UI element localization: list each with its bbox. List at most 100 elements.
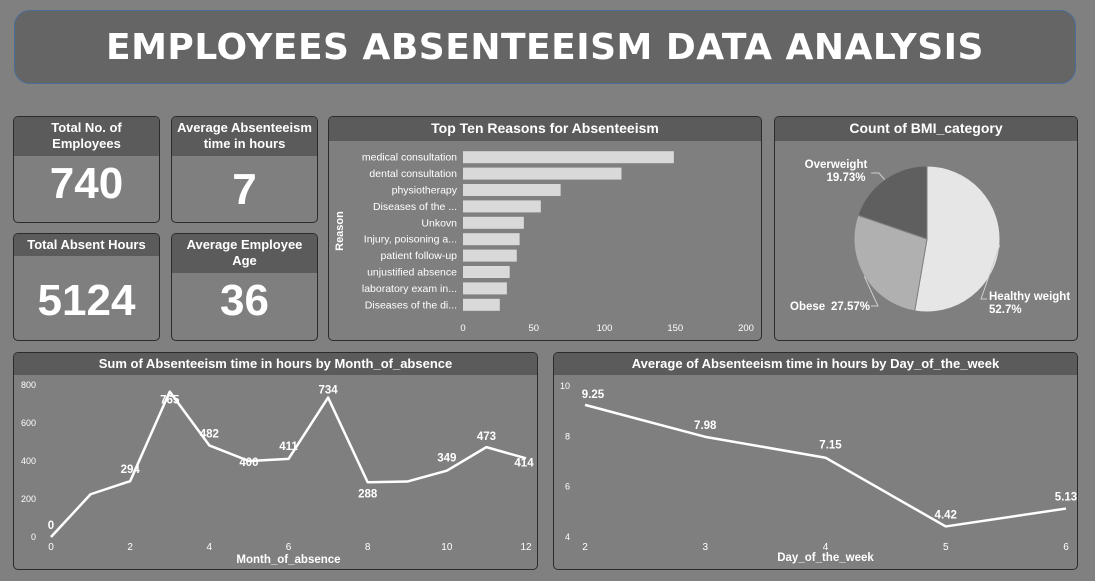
pie-label-pct: 19.73%	[826, 172, 865, 184]
bmi-chart-title: Count of BMI_category	[775, 117, 1077, 141]
bmi-chart-card[interactable]: Count of BMI_category Healthy weight 52.7…	[774, 116, 1078, 341]
month-line-chart: 0 200 400 600 800 0 2 4 6 8 10 12 0 294 765 482 400 411 73…	[21, 380, 534, 566]
data-label: 7.98	[694, 420, 717, 432]
line-y-tick: 0	[31, 532, 36, 542]
kpi-card-total-employees[interactable]: Total No. of Employees 740	[13, 116, 160, 223]
line-y-tick: 400	[21, 456, 36, 466]
bar-y-axis-label: Reason	[334, 211, 346, 251]
data-label: 288	[358, 488, 378, 500]
reason-bar[interactable]	[463, 249, 517, 262]
reason-bar[interactable]	[463, 233, 520, 246]
dashboard-title: EMPLOYEES ABSENTEEISM DATA ANALYSIS	[106, 26, 984, 68]
bar-x-tick: 200	[738, 323, 754, 334]
line-x-tick: 4	[823, 542, 829, 553]
data-label: 765	[160, 395, 180, 407]
line-x-tick: 6	[1063, 542, 1069, 553]
reasons-chart-title: Top Ten Reasons for Absenteeism	[329, 117, 761, 141]
bar-category-label: Unkovn	[421, 217, 457, 229]
data-label: 473	[477, 431, 496, 443]
dashboard-title-bar: EMPLOYEES ABSENTEEISM DATA ANALYSIS	[14, 10, 1076, 84]
bar-category-label: Diseases of the di...	[365, 299, 457, 311]
pie-label-name: Obese	[790, 301, 825, 313]
data-label: 7.15	[819, 440, 842, 452]
reason-bar[interactable]	[463, 216, 524, 229]
line-y-tick: 200	[21, 494, 36, 504]
bar-x-tick: 100	[597, 323, 613, 334]
month-chart-title: Sum of Absenteeism time in hours by Mont…	[14, 353, 537, 376]
data-label: 482	[200, 428, 219, 440]
line-x-tick: 10	[441, 542, 453, 553]
reason-bar[interactable]	[463, 282, 507, 295]
line-x-tick: 2	[127, 542, 133, 553]
kpi-label-avg-absent-time: Average Absenteeism time in hours	[172, 117, 317, 156]
reason-bar[interactable]	[463, 167, 622, 180]
data-label: 734	[318, 385, 338, 397]
bar-category-label: unjustified absence	[367, 267, 457, 279]
data-label: 0	[48, 520, 54, 532]
pie-leader-line	[871, 172, 885, 180]
bar-x-tick: 0	[460, 323, 465, 334]
data-label: 414	[514, 457, 534, 469]
day-chart-title: Average of Absenteeism time in hours by …	[554, 353, 1077, 376]
kpi-label-total-absent-hours: Total Absent Hours	[14, 234, 159, 257]
kpi-value-avg-employee-age: 36	[220, 276, 269, 325]
reason-bar[interactable]	[463, 151, 674, 164]
data-label: 411	[279, 441, 298, 453]
bar-category-label: Injury, poisoning a...	[364, 234, 457, 246]
day-chart-card[interactable]: Average of Absenteeism time in hours by …	[553, 352, 1078, 570]
line-y-tick: 4	[565, 532, 570, 542]
bar-category-label: laboratory exam in...	[362, 283, 457, 295]
bar-category-label: patient follow-up	[381, 250, 458, 262]
line-x-axis-title: Month_of_absence	[236, 554, 340, 566]
data-label: 294	[121, 464, 141, 476]
data-label: 349	[437, 453, 456, 465]
reason-bar[interactable]	[463, 200, 541, 213]
line-x-tick: 0	[48, 542, 54, 553]
line-x-tick: 6	[286, 542, 292, 553]
kpi-value-total-absent-hours: 5124	[37, 276, 136, 325]
data-label: 4.42	[935, 509, 957, 521]
line-y-tick: 6	[565, 482, 570, 492]
pie-slice[interactable]	[857, 165, 928, 240]
kpi-label-total-employees: Total No. of Employees	[14, 117, 159, 156]
kpi-label-avg-employee-age: Average Employee Age	[172, 234, 317, 273]
bar-category-label: Diseases of the ...	[373, 201, 457, 213]
reason-bar[interactable]	[463, 298, 500, 311]
month-chart-card[interactable]: Sum of Absenteeism time in hours by Mont…	[13, 352, 538, 570]
reasons-bar-chart: medical consultation dental consultation p…	[334, 151, 754, 334]
kpi-value-total-employees: 740	[49, 159, 124, 208]
line-x-tick: 8	[365, 542, 371, 553]
line-y-tick: 10	[560, 381, 570, 391]
series-line[interactable]	[584, 403, 1067, 528]
line-y-tick: 8	[565, 431, 570, 441]
reasons-chart-card[interactable]: Top Ten Reasons for Absenteeism medical …	[328, 116, 762, 341]
series-line[interactable]	[50, 390, 527, 538]
pie-label-name: Healthy weight	[989, 291, 1070, 303]
pie-slice[interactable]	[853, 214, 928, 312]
data-label: 400	[239, 457, 258, 469]
data-label: 5.13	[1055, 492, 1077, 504]
line-x-tick: 12	[520, 542, 532, 553]
line-x-tick: 3	[702, 542, 708, 553]
pie-label-name: Overweight	[805, 159, 868, 171]
data-label: 9.25	[582, 389, 605, 401]
pie-label-pct: 27.57%	[831, 301, 870, 313]
reason-bar[interactable]	[463, 266, 510, 278]
bar-x-tick: 150	[667, 323, 683, 334]
pie-label-pct: 52.7%	[989, 304, 1022, 316]
kpi-value-avg-absent-time: 7	[232, 165, 257, 214]
day-line-chart: 4 6 8 10 2 3 4 5 6 9.25 7.98 7.15 4.42 5.13 Day_of_the…	[560, 381, 1077, 564]
kpi-card-avg-employee-age[interactable]: Average Employee Age 36	[171, 233, 318, 341]
line-x-tick: 2	[582, 542, 588, 553]
pie-leader-line	[863, 276, 879, 307]
line-x-tick: 4	[207, 542, 213, 553]
kpi-card-total-absent-hours[interactable]: Total Absent Hours 5124	[13, 233, 160, 341]
bar-category-label: physiotherapy	[392, 185, 458, 197]
bar-category-label: dental consultation	[369, 168, 457, 180]
pie-leader-line	[980, 245, 1001, 300]
reason-bar[interactable]	[463, 184, 561, 196]
line-x-tick: 5	[943, 542, 949, 553]
line-y-tick: 800	[21, 380, 36, 390]
kpi-card-avg-absent-time[interactable]: Average Absenteeism time in hours 7	[171, 116, 318, 223]
